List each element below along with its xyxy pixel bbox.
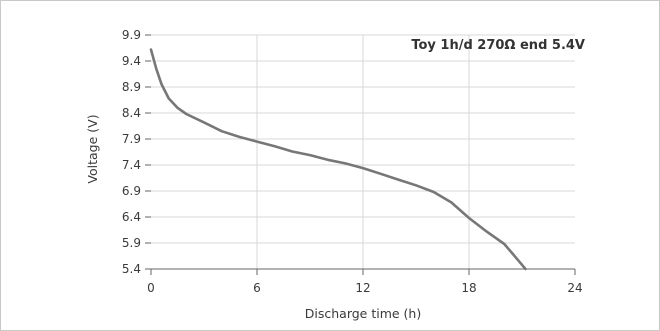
x-tick-label: 0 bbox=[147, 281, 155, 295]
y-tick-label: 7.4 bbox=[122, 158, 141, 172]
series-layer bbox=[149, 48, 527, 271]
x-tick-label: 24 bbox=[567, 281, 582, 295]
y-tick-label: 7.9 bbox=[122, 132, 141, 146]
y-tick-label: 8.9 bbox=[122, 80, 141, 94]
y-tick-label: 6.9 bbox=[122, 184, 141, 198]
y-tick-label: 6.4 bbox=[122, 210, 141, 224]
x-tick-label: 18 bbox=[461, 281, 476, 295]
x-axis-label: Discharge time (h) bbox=[305, 306, 421, 321]
gridlines bbox=[151, 34, 575, 269]
y-tick-label: 9.4 bbox=[122, 54, 141, 68]
x-tick-label: 6 bbox=[253, 281, 261, 295]
chart-annotation: Toy 1h/d 270Ω end 5.4V bbox=[411, 38, 585, 53]
series-line bbox=[149, 48, 527, 271]
x-tick-label: 12 bbox=[355, 281, 370, 295]
y-tick-label: 8.4 bbox=[122, 106, 141, 120]
y-tick-label: 5.9 bbox=[122, 236, 141, 250]
y-axis-label: Voltage (V) bbox=[85, 114, 100, 183]
y-tick-label: 9.9 bbox=[122, 28, 141, 42]
y-tick-label: 5.4 bbox=[122, 262, 141, 276]
tick-labels: 5.4 5.9 6.4 6.9 7.4 7.9 8.4 8.9 9.4 9.9 0 6 12 18 24 bbox=[122, 28, 583, 295]
axes bbox=[145, 34, 576, 275]
